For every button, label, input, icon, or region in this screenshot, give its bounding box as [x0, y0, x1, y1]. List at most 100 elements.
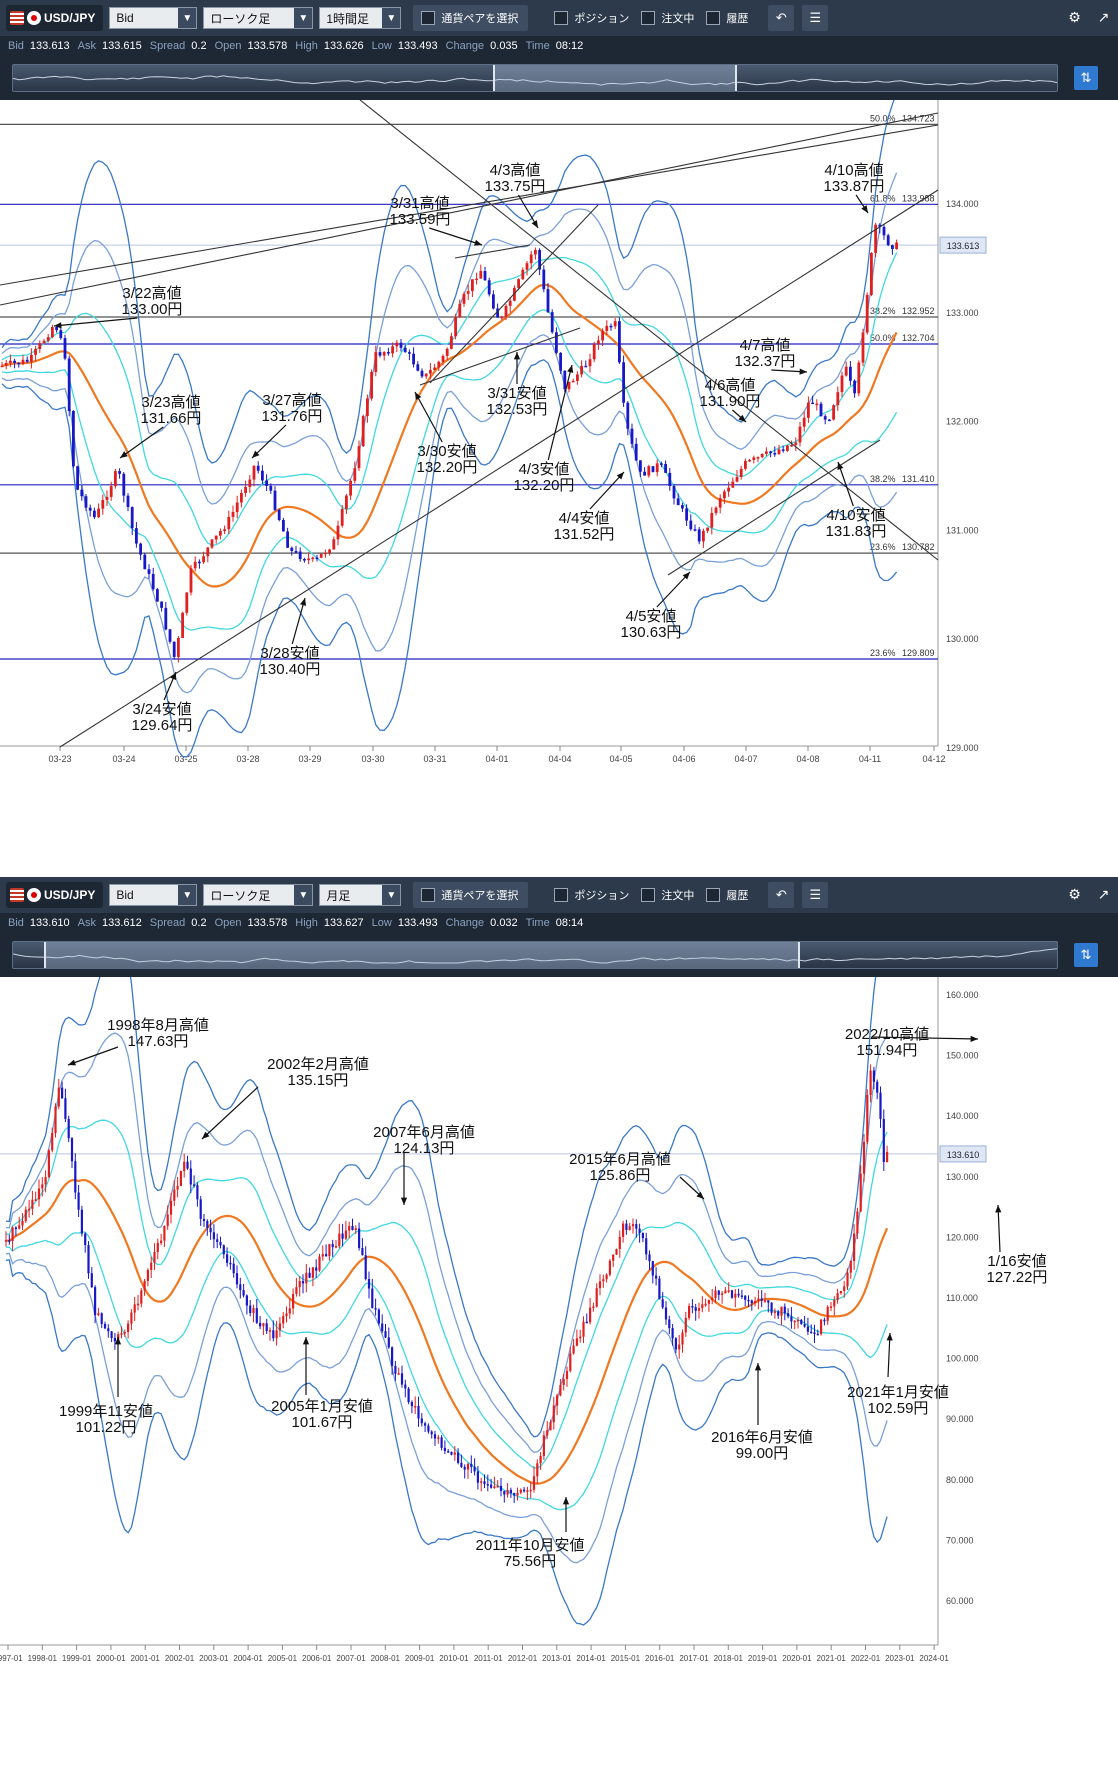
candle-body [394, 1365, 397, 1374]
candle-body [823, 416, 827, 420]
candle-body [410, 1402, 413, 1407]
navigator-scrollbar[interactable] [12, 64, 1058, 92]
time-tick-label: 03-23 [48, 754, 71, 764]
annotation-value: 151.94円 [857, 1042, 918, 1059]
candle-body [508, 300, 512, 306]
undo-drawing-icon[interactable]: ↶ [768, 882, 795, 908]
candle-body [295, 1287, 298, 1294]
candle-body [519, 1489, 522, 1493]
candle-body [689, 520, 693, 530]
currency-pair-badge[interactable]: USD/JPY [6, 5, 104, 31]
positions-checkbox[interactable]: ポジション [554, 10, 629, 26]
hourly-candlestick-chart[interactable]: 50.0% 134.723 61.8% 133.988 38.2% 132.952 50.0… [0, 100, 1118, 870]
zoom-toggle-icon[interactable]: ⇅ [1074, 943, 1098, 967]
candle-body [829, 1306, 833, 1308]
candle-body [84, 496, 88, 508]
price-tick-label: 130.000 [946, 1172, 979, 1182]
annotation-value: 133.75円 [485, 178, 546, 195]
gear-icon[interactable]: ⚙ [1068, 887, 1081, 903]
undo-drawing-icon[interactable]: ↶ [768, 5, 795, 31]
candle-body [454, 317, 457, 337]
current-price-label: 133.613 [947, 241, 980, 251]
annotation-arrowhead [54, 322, 62, 329]
candle-body [232, 1263, 235, 1274]
candle-body [609, 325, 613, 328]
annotation-arrow [656, 571, 691, 608]
annotation-title: 4/10安値 [826, 507, 885, 524]
candle-body [294, 551, 298, 553]
positions-checkbox[interactable]: ポジション [554, 887, 629, 903]
candle-body [655, 1275, 658, 1279]
time-tick-label: 2019-01 [748, 1654, 778, 1663]
candle-body [315, 557, 319, 560]
price-type-select[interactable]: Bid ▼ [109, 7, 198, 29]
candle-body [268, 1330, 272, 1332]
high-label: High [295, 40, 318, 52]
select-pair-button[interactable]: 通貨ペアを選択 [413, 882, 529, 908]
price-tick-label: 133.000 [946, 308, 979, 318]
current-price-badge: 133.613 [939, 236, 987, 254]
bollinger-band-lower [1, 309, 898, 631]
candle-body [539, 1455, 542, 1464]
candle-body [210, 539, 214, 548]
candle-body [849, 1261, 852, 1273]
navigator-scrollbar[interactable] [12, 941, 1058, 969]
candle-body [311, 557, 315, 560]
history-checkbox[interactable]: 履歴 [706, 10, 748, 26]
gear-icon[interactable]: ⚙ [1068, 10, 1081, 26]
trend-line [454, 244, 531, 259]
candle-body [727, 1290, 730, 1292]
chart-type-select[interactable]: ローソク足 ▼ [203, 7, 314, 29]
popout-icon[interactable]: ↗ [1097, 887, 1110, 903]
candle-body [120, 1333, 123, 1335]
candle-body [546, 289, 550, 313]
select-pair-button[interactable]: 通貨ペアを選択 [413, 5, 529, 31]
annotation-title: 4/5安値 [626, 608, 677, 625]
currency-pair-badge[interactable]: USD/JPY [6, 882, 104, 908]
ask-value: 133.612 [102, 917, 142, 929]
drawing-list-icon[interactable]: ☰ [802, 882, 829, 908]
annotation-arrow [251, 424, 287, 459]
candle-body [437, 1437, 440, 1439]
timeframe-select[interactable]: 月足 ▼ [319, 884, 402, 906]
candle-body [707, 1300, 710, 1304]
chart-type-select[interactable]: ローソク足 ▼ [203, 884, 314, 906]
popout-icon[interactable]: ↗ [1097, 10, 1110, 26]
drawing-list-icon[interactable]: ☰ [802, 5, 829, 31]
monthly-candlestick-chart[interactable]: 160.000 150.000 140.000 130.000 120.000 110.0… [0, 977, 1118, 1768]
candle-body [529, 1489, 532, 1492]
orders-checkbox[interactable]: 注文中 [641, 10, 694, 26]
candle-body [555, 332, 558, 353]
candle-body [8, 1240, 11, 1242]
candle-body [399, 342, 403, 348]
candle-body [819, 403, 823, 417]
candle-body [377, 1309, 380, 1324]
candle-body [840, 375, 844, 393]
candle-body [579, 1336, 582, 1339]
navigator-range-handle[interactable] [493, 65, 738, 91]
candle-body [671, 1328, 674, 1339]
candle-body [227, 516, 231, 530]
orders-checkbox[interactable]: 注文中 [641, 887, 694, 903]
time-tick-label: 2011-01 [474, 1654, 503, 1663]
select-pair-label: 通貨ペアを選択 [441, 890, 519, 902]
candle-body [298, 1281, 301, 1288]
annotation-title: 4/7高値 [740, 337, 791, 354]
history-checkbox[interactable]: 履歴 [706, 887, 748, 903]
candle-body [143, 554, 147, 570]
navigator-price-line [13, 948, 1057, 964]
time-tick-label: 04-11 [859, 754, 881, 764]
navigator-range-handle[interactable] [44, 942, 800, 968]
candle-body [123, 1332, 126, 1334]
time-tick-label: 2001-01 [131, 1654, 161, 1663]
time-tick-label: 2008-01 [371, 1654, 401, 1663]
annotation-arrowhead [400, 1197, 408, 1205]
price-tick-label: 120.000 [946, 1232, 979, 1242]
candle-body [183, 1161, 186, 1172]
candle-body [315, 1267, 318, 1271]
candle-body [563, 370, 567, 390]
zoom-toggle-icon[interactable]: ⇅ [1074, 66, 1098, 90]
timeframe-select[interactable]: 1時間足 ▼ [319, 7, 402, 29]
candle-body [773, 1311, 776, 1313]
price-type-select[interactable]: Bid ▼ [109, 884, 198, 906]
